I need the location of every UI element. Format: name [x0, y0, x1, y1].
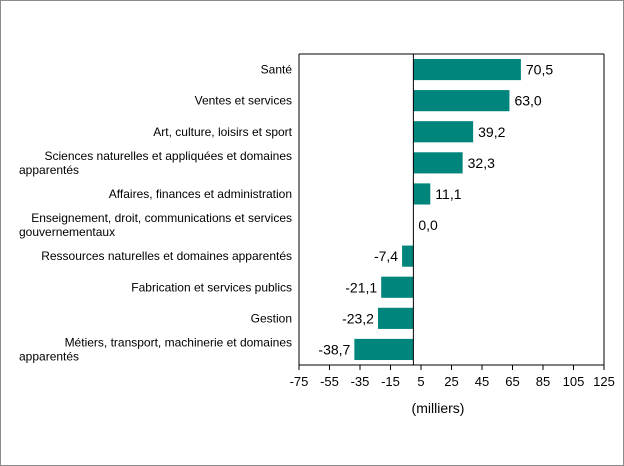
x-tick-label-8: 85 [536, 374, 550, 389]
category-label-9: Métiers, transport, machinerie et domain… [19, 335, 292, 363]
category-label-7: Fabrication et services publics [131, 280, 292, 294]
x-ticks-group: -75 -55 -35 -15 5 25 45 65 85 105 125 [290, 365, 615, 389]
x-tick-label-0: -75 [290, 374, 309, 389]
bar-4 [413, 183, 431, 205]
category-label-1: Ventes et services [195, 94, 292, 108]
category-label-2: Art, culture, loisirs et sport [153, 125, 292, 139]
bar-6 [402, 245, 414, 267]
value-labels-group: 70,5 63,0 39,2 32,3 11,1 0,0 -7,4 -21,1 -23,2 -38… [318, 62, 553, 358]
value-label-8: -23,2 [342, 310, 374, 326]
bar-7 [381, 276, 414, 298]
value-label-3: 32,3 [468, 155, 495, 171]
category-label-8: Gestion [251, 311, 292, 325]
bar-0 [413, 58, 521, 81]
category-label-5: Enseignement, droit, communications et s… [19, 211, 292, 239]
category-label-0: Santé [261, 63, 293, 77]
category-label-3: Sciences naturelles et appliquées et dom… [19, 149, 292, 177]
x-tick-label-5: 25 [444, 374, 458, 389]
bars-group [354, 58, 521, 361]
value-label-9: -38,7 [318, 341, 350, 357]
x-tick-label-2: -35 [351, 374, 370, 389]
x-tick-label-1: -55 [320, 374, 339, 389]
value-label-0: 70,5 [526, 62, 553, 78]
value-label-4: 11,1 [435, 186, 461, 202]
bar-9 [354, 338, 414, 361]
x-tick-label-7: 65 [505, 374, 519, 389]
value-label-2: 39,2 [478, 124, 505, 140]
category-label-6: Ressources naturelles et domaines appare… [41, 249, 292, 263]
category-label-4: Affaires, finances et administration [109, 187, 292, 201]
x-axis-title: (milliers) [412, 400, 465, 416]
bar-8 [377, 307, 414, 329]
bar-3 [413, 152, 463, 174]
value-label-5: 0,0 [418, 217, 438, 233]
x-tick-label-10: 125 [593, 374, 615, 389]
value-label-6: -7,4 [374, 248, 398, 264]
value-label-1: 63,0 [514, 93, 541, 109]
value-label-7: -21,1 [345, 279, 377, 295]
category-labels-group: Santé Ventes et services Art, culture, loi… [19, 63, 293, 364]
x-tick-label-3: -15 [381, 374, 400, 389]
x-tick-label-4: 5 [417, 374, 424, 389]
bar-1 [413, 90, 510, 112]
x-tick-label-6: 45 [475, 374, 489, 389]
x-tick-label-9: 105 [563, 374, 585, 389]
bar-2 [413, 121, 474, 143]
